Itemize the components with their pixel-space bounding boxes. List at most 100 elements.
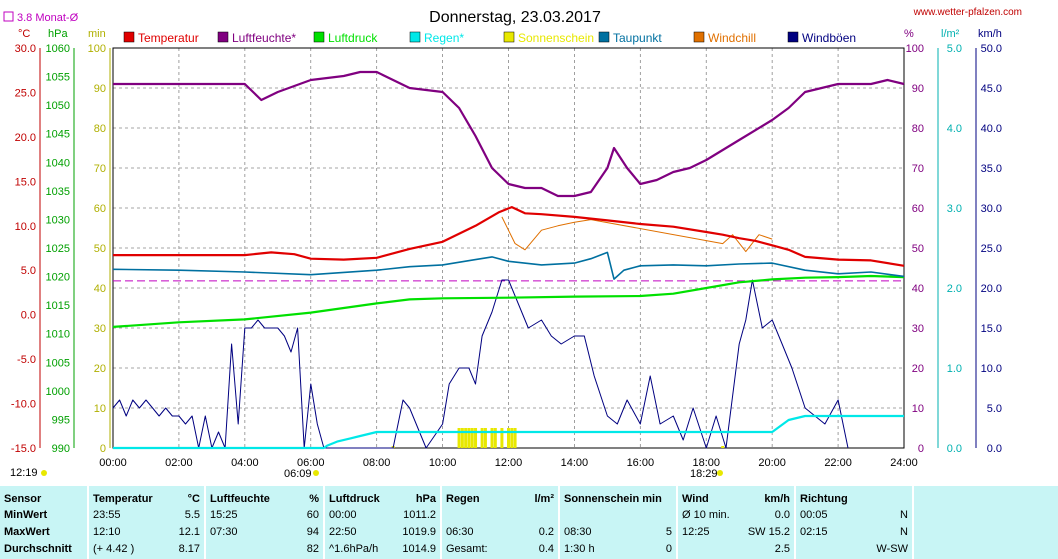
col-sensor: Sensor MinWert MaxWert Durchschnitt [0, 486, 87, 559]
hdr-rain: Regen [446, 493, 480, 505]
temp-max-val: 12.1 [178, 526, 200, 538]
dir-min-val: N [900, 509, 908, 521]
axis-tick-wind: 5.0 [987, 403, 1002, 415]
series-line-regen [113, 414, 904, 450]
sunshine-bar [483, 428, 487, 448]
x-tick-label: 02:00 [165, 457, 193, 469]
legend-swatch [787, 31, 799, 43]
rain-max-val: 0.2 [538, 526, 554, 538]
hdr-dir: Richtung [800, 493, 848, 505]
sunshine-bar [460, 428, 464, 448]
hum-avg-val: 82 [306, 543, 319, 555]
wind-max-val: SW 15.2 [747, 526, 790, 538]
axis-tick-temp: 5.0 [21, 265, 36, 277]
hdr-hum: Luftfeuchte [210, 493, 270, 505]
axis-tick-rain: 2.0 [947, 283, 962, 295]
hdr-press-unit: hPa [415, 493, 436, 505]
axis-tick-wind: 15.0 [981, 323, 1002, 335]
dir-avg-val: W-SW [876, 543, 908, 555]
col-hum: Luftfeuchte% 15:25 60 07:30 94 82 [206, 486, 323, 559]
sunrise-icon [313, 470, 319, 476]
sun-avg-val: 0 [665, 543, 672, 555]
axis-tick-rain: 4.0 [947, 123, 962, 135]
plot-area: 00:00 02:00 04:00 06:00 08:00 10:00 12:00 14:00… [11, 43, 1002, 469]
axis-tick-temp: 15.0 [15, 176, 36, 188]
x-tick-label: 04:00 [231, 457, 259, 469]
axis-tick-wind: 50.0 [981, 43, 1002, 55]
axis-tick-press: 1000 [46, 386, 70, 398]
x-tick-label: 18:00 [692, 457, 720, 469]
axis-tick-press: 1020 [46, 272, 70, 284]
axis-tick-press: 990 [52, 443, 70, 455]
sunshine-bar [474, 428, 478, 448]
series-line-luftdruck [112, 274, 905, 328]
dir-max-time: 02:15 [800, 526, 828, 538]
axis-tick-press: 1055 [46, 72, 70, 84]
axis-tick-wind: 40.0 [981, 123, 1002, 135]
sunset-icon [717, 470, 723, 476]
axis-tick-sun: 30 [94, 323, 106, 335]
dir-max-val: N [900, 526, 908, 538]
axis-tick-hum: 60 [912, 203, 924, 215]
axis-tick-press: 995 [52, 414, 70, 426]
axis-tick-wind: 10.0 [981, 363, 1002, 375]
legend-swatch [693, 31, 705, 43]
col-dir: Richtung 00:05 N 02:15 N W-SW [796, 486, 912, 559]
axis-tick-temp: 30.0 [15, 43, 36, 55]
unit-wind: km/h [978, 28, 1002, 40]
series-line-taupunkt [112, 251, 905, 280]
axis-tick-hum: 90 [912, 83, 924, 95]
rain-total-label: Gesamt: [446, 543, 488, 555]
col-temp: Temperatur °C 23:55 5.5 12:10 12.1 (+ 4.42 … [89, 486, 204, 559]
sun-icon-left [41, 470, 47, 476]
x-tick-label: 14:00 [561, 457, 589, 469]
sunshine-bar [510, 428, 514, 448]
axis-tick-press: 1060 [46, 43, 70, 55]
axis-tick-hum: 0 [918, 443, 924, 455]
hum-max-val: 94 [306, 526, 319, 538]
legend-swatch [503, 31, 515, 43]
axis-tick-sun: 0 [100, 443, 106, 455]
sunset-label: 18:29 [690, 468, 718, 480]
sunshine-bar [493, 428, 497, 448]
sunshine-bar [467, 428, 471, 448]
row-max-label: MaxWert [4, 526, 50, 538]
axis-tick-temp: -10.0 [11, 399, 36, 411]
x-tick-label: 12:00 [495, 457, 523, 469]
hdr-temp: Temperatur [93, 493, 153, 505]
axis-tick-rain: 5.0 [947, 43, 962, 55]
axis-tick-hum: 80 [912, 123, 924, 135]
monthly-avg-label: 3.8 Monat-Ø [17, 12, 79, 24]
hdr-sun: Sonnenschein min [564, 493, 662, 505]
sun-total: 1:30 h [564, 543, 595, 555]
hdr-temp-unit: °C [187, 493, 200, 505]
axis-tick-wind: 45.0 [981, 83, 1002, 95]
axis-tick-rain: 3.0 [947, 203, 962, 215]
col-wind: Wind km/h Ø 10 min. 0.0 12:25 SW 15.2 2.5 [678, 486, 794, 559]
sun-max-time: 08:30 [564, 526, 592, 538]
monthly-avg-marker [3, 11, 14, 22]
axis-tick-wind: 0.0 [987, 443, 1002, 455]
axis-tick-hum: 10 [912, 403, 924, 415]
axis-tick-temp: 0.0 [21, 310, 36, 322]
sunshine-bar [464, 428, 468, 448]
axis-tick-sun: 100 [88, 43, 106, 55]
axis-tick-wind: 20.0 [981, 283, 1002, 295]
series-line-windböen [112, 279, 849, 449]
hum-max-time: 07:30 [210, 526, 238, 538]
hdr-rain-unit: l/m² [534, 493, 554, 505]
x-tick-label: 06:00 [297, 457, 325, 469]
axis-tick-rain: 0.0 [947, 443, 962, 455]
sunshine-bar [721, 446, 725, 448]
axis-tick-press: 1035 [46, 186, 70, 198]
x-tick-label: 22:00 [824, 457, 852, 469]
axis-tick-press: 1010 [46, 329, 70, 341]
hdr-wind-unit: km/h [764, 493, 790, 505]
wind-min-val: 0.0 [774, 509, 790, 521]
x-tick-label: 08:00 [363, 457, 391, 469]
sunshine-bar [470, 428, 474, 448]
hum-min-time: 15:25 [210, 509, 238, 521]
legend-swatch [123, 31, 135, 43]
axis-tick-press: 1045 [46, 129, 70, 141]
press-max-time: 22:50 [329, 526, 357, 538]
